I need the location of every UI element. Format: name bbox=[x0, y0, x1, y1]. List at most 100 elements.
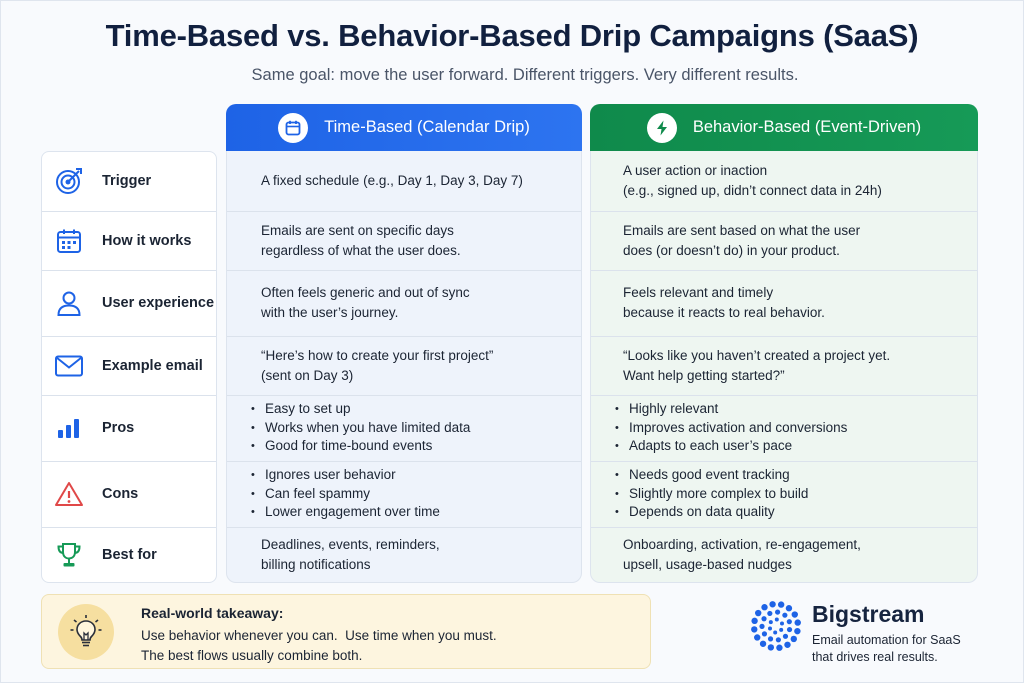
time-how-cell: Emails are sent on specific days regardl… bbox=[261, 211, 571, 270]
time-trigger-cell: A fixed schedule (e.g., Day 1, Day 3, Da… bbox=[261, 151, 571, 211]
behavior-cons-cell: Needs good event tracking Slightly more … bbox=[615, 461, 960, 527]
list-item: Improves activation and conversions bbox=[615, 419, 960, 438]
page-title: Time-Based vs. Behavior-Based Drip Campa… bbox=[105, 18, 919, 53]
row-divider bbox=[227, 395, 581, 396]
row-divider bbox=[227, 270, 581, 271]
row-divider bbox=[42, 336, 216, 337]
list-item: Highly relevant bbox=[615, 400, 960, 419]
cell-text: does (or doesn’t do) in your product. bbox=[623, 242, 840, 258]
row-divider bbox=[591, 461, 977, 462]
behavior-how-cell: Emails are sent based on what the user d… bbox=[623, 211, 968, 270]
row-label-text: Best for bbox=[102, 547, 157, 563]
takeaway-title: Real-world takeaway: bbox=[141, 605, 284, 621]
row-divider bbox=[227, 336, 581, 337]
row-divider bbox=[591, 527, 977, 528]
cell-text: Deadlines, events, reminders, bbox=[261, 537, 440, 552]
time-email-cell: “Here’s how to create your first project… bbox=[261, 336, 571, 395]
column-header-time-based: Time-Based (Calendar Drip) bbox=[226, 104, 582, 151]
row-divider bbox=[591, 211, 977, 212]
warning-icon bbox=[54, 479, 84, 509]
row-divider bbox=[42, 395, 216, 396]
calendar-icon bbox=[278, 112, 309, 143]
list-item: Adapts to each user’s pace bbox=[615, 437, 960, 456]
row-divider bbox=[42, 461, 216, 462]
list-item: Slightly more complex to build bbox=[615, 485, 960, 504]
row-label-text: User experience bbox=[102, 295, 215, 311]
row-label-text: Pros bbox=[102, 420, 135, 436]
behavior-best-cell: Onboarding, activation, re-engagement, u… bbox=[623, 527, 968, 583]
cell-text: Emails are sent based on what the user bbox=[623, 222, 861, 238]
cell-text: Onboarding, activation, re-engagement, bbox=[623, 537, 861, 552]
list-item: Easy to set up bbox=[251, 400, 561, 419]
cell-text: A fixed schedule (e.g., Day 1, Day 3, Da… bbox=[261, 173, 523, 188]
calendar-grid-icon bbox=[54, 226, 84, 256]
row-label-text: Cons bbox=[102, 486, 139, 502]
row-label-text: Example email bbox=[102, 357, 203, 374]
list-item: Lower engagement over time bbox=[251, 503, 561, 522]
row-divider bbox=[591, 395, 977, 396]
row-label-user-experience: User experience bbox=[41, 270, 217, 336]
row-divider bbox=[42, 211, 216, 212]
row-divider bbox=[591, 270, 977, 271]
row-label-text: Trigger bbox=[102, 173, 152, 189]
list-item: Good for time-bound events bbox=[251, 437, 561, 456]
cell-text: (e.g., signed up, didn’t connect data in… bbox=[623, 183, 882, 198]
brand-tagline: Email automation for SaaS bbox=[812, 633, 961, 647]
time-best-cell: Deadlines, events, reminders, billing no… bbox=[261, 527, 571, 583]
brand-tagline: that drives real results. bbox=[812, 650, 938, 664]
cell-text: upsell, usage-based nudges bbox=[623, 557, 792, 572]
cell-text: regardless of what the user does. bbox=[261, 242, 461, 258]
list-item: Needs good event tracking bbox=[615, 466, 960, 485]
user-icon bbox=[54, 288, 84, 318]
time-ux-cell: Often feels generic and out of sync with… bbox=[261, 270, 571, 336]
takeaway-line: The best flows usually combine both. bbox=[141, 648, 363, 663]
row-divider bbox=[591, 336, 977, 337]
cell-text: Feels relevant and timely bbox=[623, 285, 774, 300]
column-header-behavior-based: Behavior-Based (Event-Driven) bbox=[590, 104, 978, 151]
time-cons-cell: Ignores user behavior Can feel spammy Lo… bbox=[251, 461, 561, 527]
cell-text: because it reacts to real behavior. bbox=[623, 305, 825, 320]
cell-text: Often feels generic and out of sync bbox=[261, 285, 470, 300]
cell-text: “Here’s how to create your first project… bbox=[261, 347, 494, 363]
row-label-trigger: Trigger bbox=[41, 151, 217, 211]
time-pros-cell: Easy to set up Works when you have limit… bbox=[251, 395, 561, 461]
takeaway-box: Real-world takeaway: Use behavior whenev… bbox=[41, 594, 651, 669]
row-label-pros: Pros bbox=[41, 395, 217, 461]
lightning-icon bbox=[646, 112, 677, 143]
list-item: Works when you have limited data bbox=[251, 419, 561, 438]
row-label-cons: Cons bbox=[41, 461, 217, 527]
row-divider bbox=[227, 461, 581, 462]
list-item: Depends on data quality bbox=[615, 503, 960, 522]
row-label-best-for: Best for bbox=[41, 527, 217, 583]
row-divider bbox=[227, 527, 581, 528]
list-item: Ignores user behavior bbox=[251, 466, 561, 485]
takeaway-line: Use behavior whenever you can. Use time … bbox=[141, 628, 497, 643]
row-label-how-it-works: How it works bbox=[41, 211, 217, 270]
row-divider bbox=[42, 527, 216, 528]
cell-text: Want help getting started?” bbox=[623, 367, 785, 383]
row-label-example-email: Example email bbox=[41, 336, 217, 395]
cell-text: with the user’s journey. bbox=[261, 305, 399, 320]
behavior-email-cell: “Looks like you haven’t created a projec… bbox=[623, 336, 968, 395]
behavior-trigger-cell: A user action or inaction (e.g., signed … bbox=[623, 151, 968, 211]
row-divider bbox=[227, 211, 581, 212]
brand-name: Bigstream bbox=[812, 601, 925, 627]
behavior-pros-cell: Highly relevant Improves activation and … bbox=[615, 395, 960, 461]
cell-text: “Looks like you haven’t created a projec… bbox=[623, 347, 891, 363]
bar-chart-icon bbox=[54, 413, 84, 443]
page-subtitle: Same goal: move the user forward. Differ… bbox=[251, 66, 799, 84]
column-header-label: Time-Based (Calendar Drip) bbox=[324, 118, 530, 136]
lightbulb-icon bbox=[58, 604, 114, 660]
cell-text: (sent on Day 3) bbox=[261, 367, 354, 383]
row-divider bbox=[42, 270, 216, 271]
trophy-icon bbox=[54, 540, 84, 570]
cell-text: Emails are sent on specific days bbox=[261, 222, 454, 238]
bigstream-logo-icon bbox=[750, 600, 802, 652]
row-label-text: How it works bbox=[102, 232, 192, 249]
list-item: Can feel spammy bbox=[251, 485, 561, 504]
envelope-icon bbox=[54, 351, 84, 381]
cell-text: A user action or inaction bbox=[623, 163, 768, 178]
cell-text: billing notifications bbox=[261, 557, 371, 572]
target-icon bbox=[54, 166, 84, 196]
behavior-ux-cell: Feels relevant and timely because it rea… bbox=[623, 270, 968, 336]
